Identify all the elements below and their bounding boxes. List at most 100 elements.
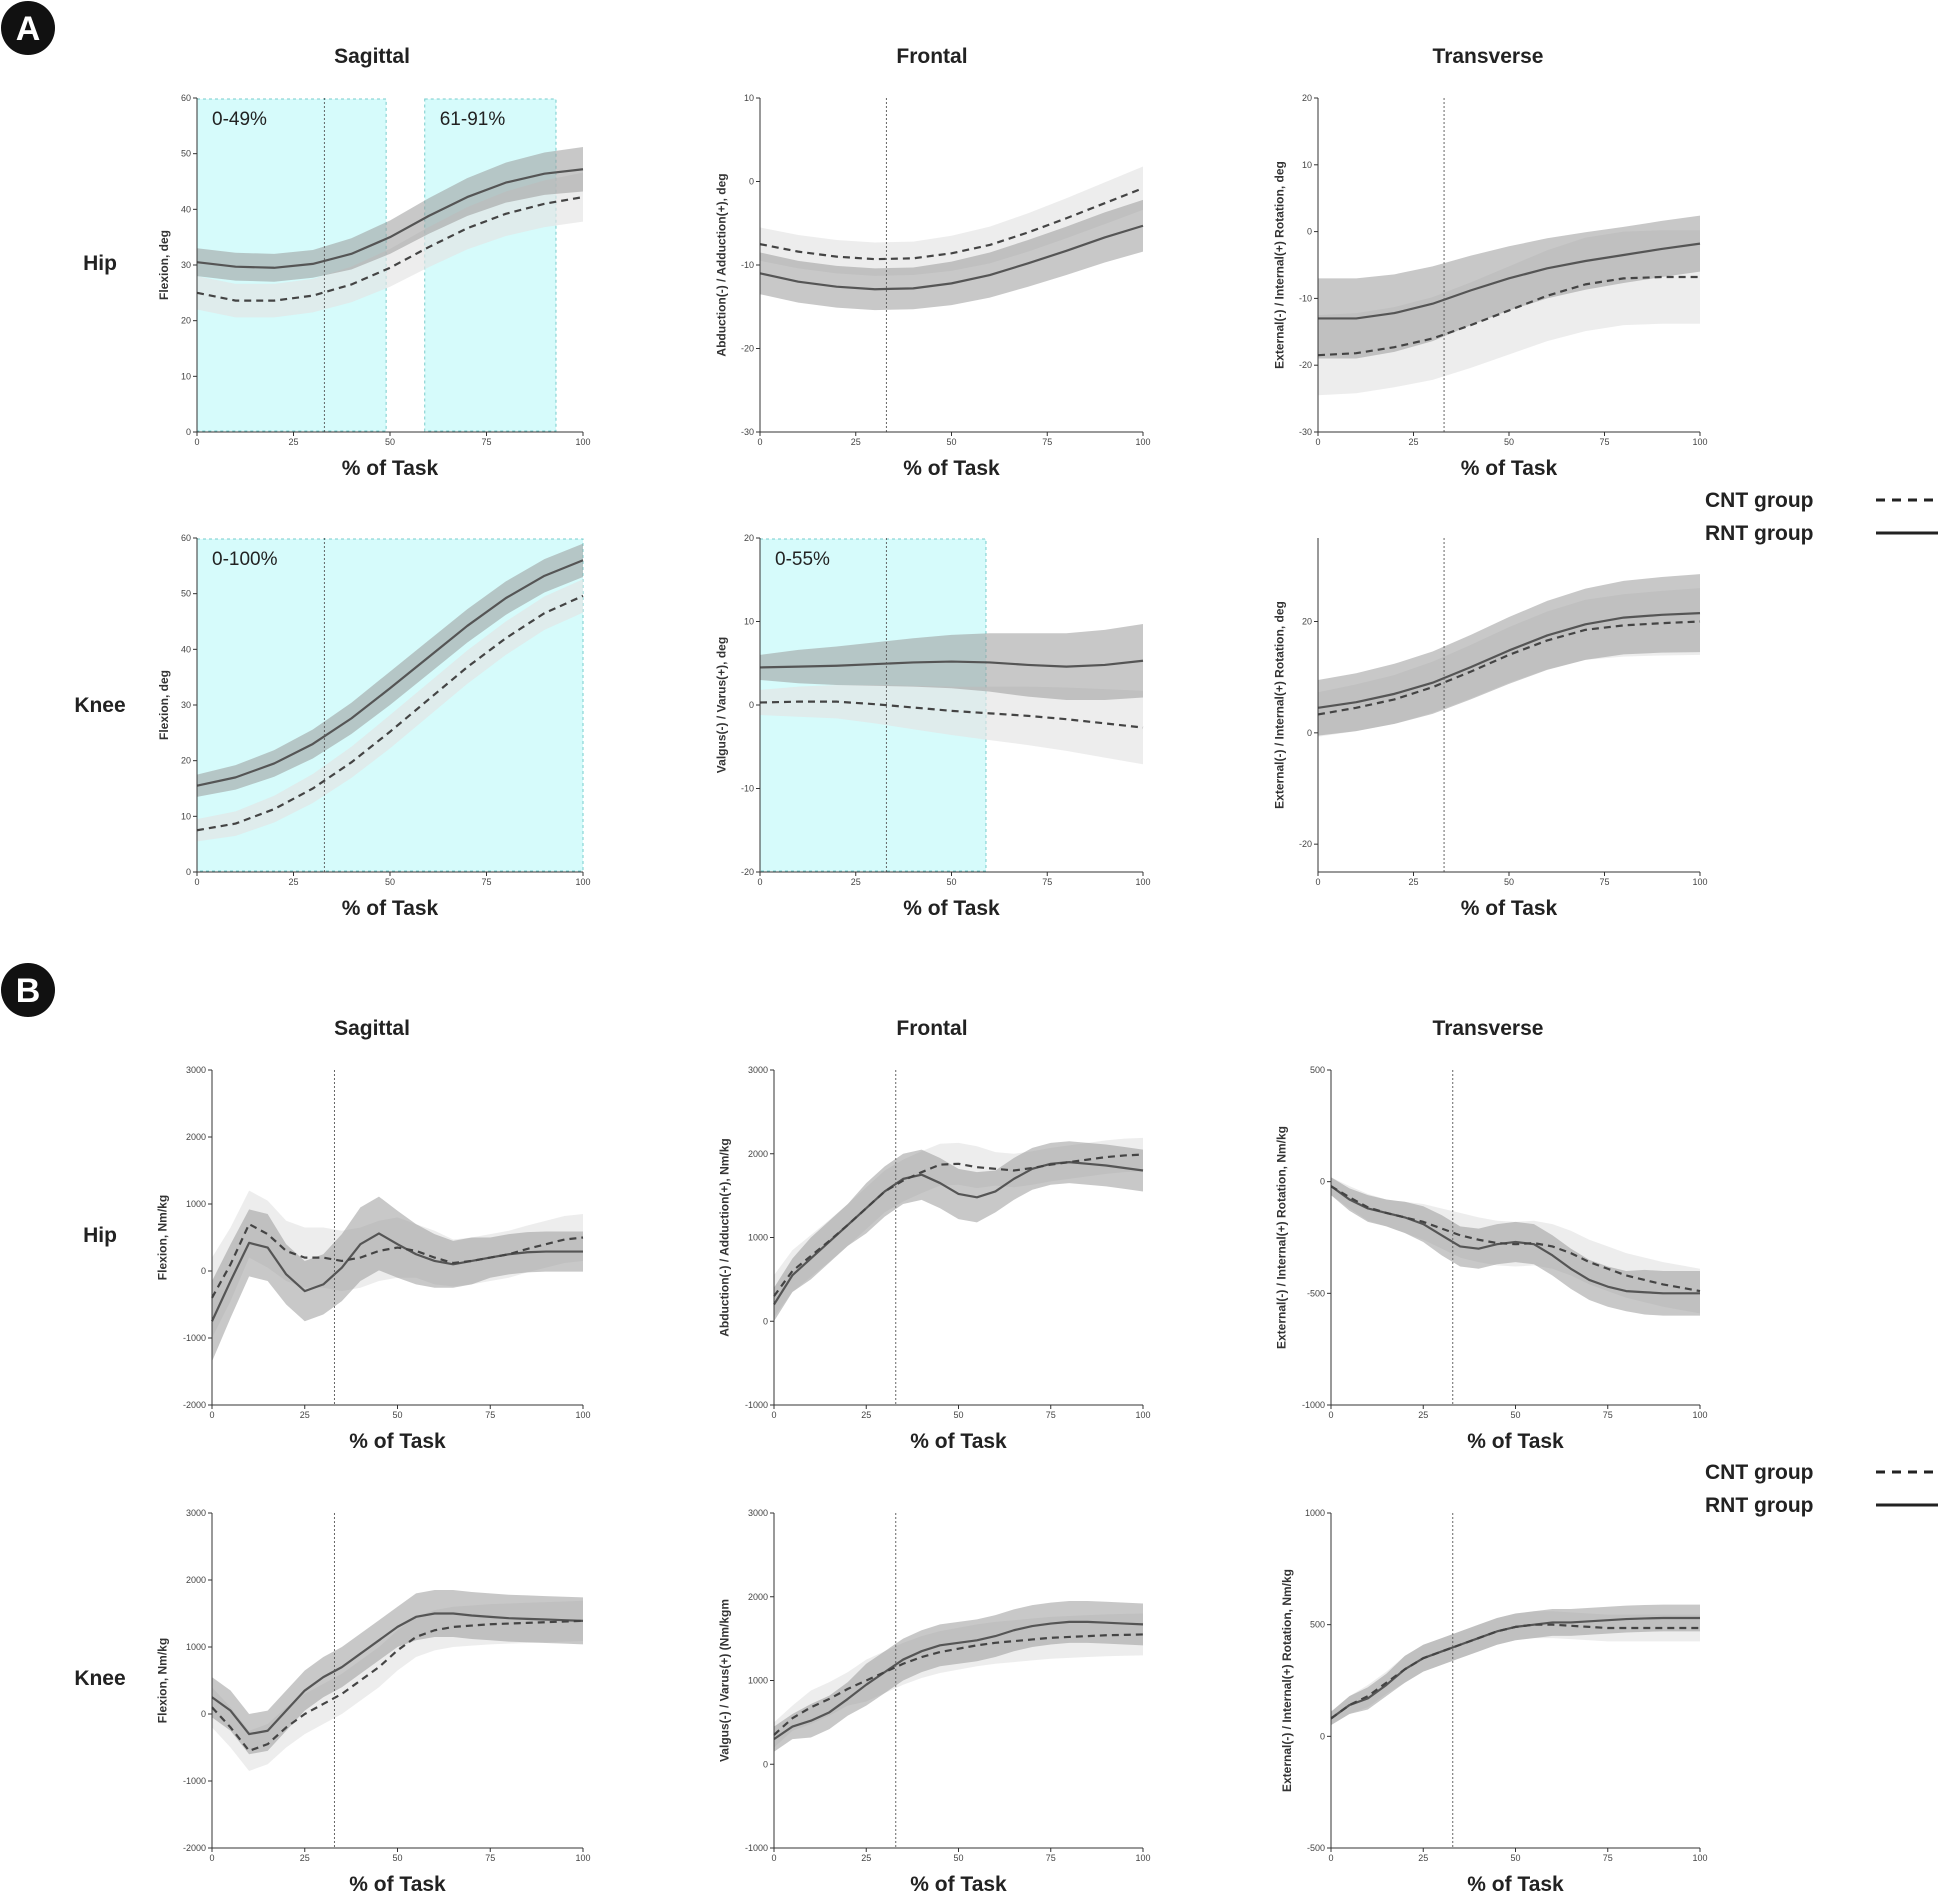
panel-b-hip-sagittal-x-axis-label: % of Task bbox=[349, 1430, 446, 1453]
panel-b-knee-sagittal-y-tick-label: 0 bbox=[201, 1709, 206, 1719]
panel-b-knee-sagittal-y-tick-label: -2000 bbox=[183, 1843, 206, 1853]
panel-a-knee-sagittal-y-tick-label: 60 bbox=[181, 533, 191, 543]
panel-a-knee-transverse-x-axis-label: % of Task bbox=[1461, 897, 1558, 920]
panel-b-hip-frontal-x-tick-label: 50 bbox=[953, 1410, 963, 1420]
panel-a-hip-transverse-x-tick-label: 0 bbox=[1315, 437, 1320, 447]
legend-b: CNT group RNT group bbox=[1705, 1461, 1938, 1517]
panel-a-hip-sagittal-y-tick-label: 10 bbox=[181, 371, 191, 381]
panel-b-hip-sagittal-y-axis-label: Flexion, Nm/kg bbox=[156, 1195, 170, 1280]
panel-a-hip-sagittal-rnt-line bbox=[196, 168, 584, 269]
panel-b-col-title-sagittal: Sagittal bbox=[334, 1017, 410, 1040]
legend-a-cnt-label: CNT group bbox=[1705, 489, 1813, 512]
panel-a-col-title-frontal: Frontal bbox=[896, 45, 967, 68]
panel-a-hip-frontal-plot: 0 25 50 75 100 -30 -20 -10 0 10 % of Task Abduction… bbox=[715, 93, 1151, 480]
panel-b-hip-sagittal-y-tick-label: 1000 bbox=[186, 1199, 206, 1209]
panel-b-knee-sagittal-y-tick-label: 3000 bbox=[186, 1508, 206, 1518]
panel-a-knee-frontal-y-tick-label: -10 bbox=[741, 784, 754, 794]
panel-b-hip-transverse-y-tick-label: 0 bbox=[1320, 1177, 1325, 1187]
panel-a-row-label-knee: Knee bbox=[74, 694, 125, 717]
panel-b-knee-transverse-y-tick-label: 500 bbox=[1310, 1620, 1325, 1630]
panel-b-knee-frontal-x-tick-label: 100 bbox=[1135, 1853, 1150, 1863]
panel-b-hip-transverse-rnt-sd-band bbox=[1331, 1177, 1700, 1316]
panel-a-knee-sagittal-cnt-sd-band bbox=[197, 579, 583, 842]
panel-a-hip-sagittal-y-tick-label: 0 bbox=[186, 427, 191, 437]
panel-a-hip-sagittal-y-tick-label: 50 bbox=[181, 149, 191, 159]
panel-a-hip-sagittal-significant-region bbox=[424, 98, 557, 432]
panel-a-hip-frontal-x-axis-label: % of Task bbox=[903, 457, 1000, 480]
panel-a-knee-sagittal-rnt-sd-band bbox=[197, 543, 583, 797]
panel-a-row-label-hip: Hip bbox=[83, 252, 117, 275]
panel-b-knee-frontal-rnt-line bbox=[773, 1620, 1144, 1741]
panel-a-knee-sagittal-y-tick-label: 20 bbox=[181, 756, 191, 766]
panel-a-hip-sagittal-y-axis-label: Flexion, deg bbox=[157, 230, 171, 300]
panel-a-hip-transverse-y-tick-label: -10 bbox=[1299, 293, 1312, 303]
panel-a-knee-transverse-y-tick-label: 20 bbox=[1302, 617, 1312, 627]
panel-a-knee-frontal-y-tick-label: 10 bbox=[744, 617, 754, 627]
panel-a-hip-transverse-x-tick-label: 75 bbox=[1599, 437, 1609, 447]
panel-b-knee-sagittal-rnt-sd-band bbox=[212, 1590, 583, 1755]
panel-a-knee-frontal-x-tick-label: 0 bbox=[757, 877, 762, 887]
panel-a-hip-transverse-y-tick-label: -30 bbox=[1299, 427, 1312, 437]
panel-a-hip-sagittal-y-tick-label: 60 bbox=[181, 93, 191, 103]
panel-b-knee-frontal-x-tick-label: 0 bbox=[771, 1853, 776, 1863]
panel-a-knee-sagittal-x-axis-label: % of Task bbox=[342, 897, 439, 920]
panel-a-knee-frontal-rnt-line bbox=[759, 659, 1144, 669]
panel-a-hip-frontal-cnt-line bbox=[759, 187, 1144, 261]
panel-b-knee-frontal-y-tick-label: 1000 bbox=[748, 1676, 768, 1686]
panel-b-hip-sagittal-rnt-sd-band bbox=[212, 1196, 583, 1362]
panel-b-row-label-hip: Hip bbox=[83, 1224, 117, 1247]
panel-a-hip-frontal-y-tick-label: 0 bbox=[749, 177, 754, 187]
panel-a-knee-frontal-x-axis-label: % of Task bbox=[903, 897, 1000, 920]
panel-b-knee-sagittal-y-axis-label: Flexion, Nm/kg bbox=[156, 1638, 170, 1723]
panel-b-knee-frontal-y-tick-label: 2000 bbox=[748, 1592, 768, 1602]
panel-a-knee-sagittal-x-tick-label: 100 bbox=[575, 877, 590, 887]
panel-a-hip-frontal-x-tick-label: 25 bbox=[851, 437, 861, 447]
panel-a-knee-transverse-y-axis-label: External(-) / Internal(+) Rotation, deg bbox=[1273, 601, 1287, 809]
panel-a-knee-sagittal-cnt-line bbox=[196, 594, 584, 832]
panel-b-knee-sagittal-x-tick-label: 50 bbox=[392, 1853, 402, 1863]
legend-b-rnt-label: RNT group bbox=[1705, 1494, 1813, 1517]
panel-a-knee-transverse-x-tick-label: 25 bbox=[1408, 877, 1418, 887]
panel-a-knee-transverse-rnt-sd-band bbox=[1318, 574, 1700, 736]
panel-a-hip-transverse-y-tick-label: 0 bbox=[1307, 227, 1312, 237]
panel-b-knee-transverse-x-tick-label: 100 bbox=[1692, 1853, 1707, 1863]
panel-b-knee-transverse-rnt-sd-band bbox=[1331, 1604, 1700, 1726]
panel-b-hip-transverse-x-axis-label: % of Task bbox=[1467, 1430, 1564, 1453]
panel-b-hip-frontal-y-tick-label: -1000 bbox=[745, 1400, 768, 1410]
panel-a-hip-sagittal-x-tick-label: 100 bbox=[575, 437, 590, 447]
panel-a-hip-transverse-x-tick-label: 100 bbox=[1692, 437, 1707, 447]
panel-b-knee-sagittal-x-axis-label: % of Task bbox=[349, 1873, 446, 1896]
panel-a-knee-frontal-cnt-line bbox=[759, 700, 1144, 729]
panel-a-hip-transverse-y-tick-label: -20 bbox=[1299, 360, 1312, 370]
panel-a-hip-frontal-rnt-sd-band bbox=[760, 199, 1143, 311]
panel-b-hip-sagittal-y-tick-label: -2000 bbox=[183, 1400, 206, 1410]
panel-b-knee-transverse-y-tick-label: -500 bbox=[1307, 1843, 1325, 1853]
panel-b-knee-frontal-cnt-line bbox=[773, 1633, 1144, 1736]
panel-a-badge: A bbox=[1, 1, 55, 55]
panel-b-hip-sagittal-rnt-line bbox=[211, 1232, 583, 1322]
panel-a-hip-frontal-y-tick-label: -30 bbox=[741, 427, 754, 437]
panel-b-knee-transverse-x-tick-label: 0 bbox=[1328, 1853, 1333, 1863]
panel-a-knee-frontal-x-tick-label: 75 bbox=[1042, 877, 1052, 887]
panel-b-hip-sagittal-x-tick-label: 25 bbox=[300, 1410, 310, 1420]
panel-b-hip-sagittal-y-tick-label: 2000 bbox=[186, 1132, 206, 1142]
panel-b-knee-frontal-x-axis-label: % of Task bbox=[910, 1873, 1007, 1896]
panel-b-hip-frontal-x-tick-label: 100 bbox=[1135, 1410, 1150, 1420]
panel-a-col-title-sagittal: Sagittal bbox=[334, 45, 410, 68]
panel-b-knee-frontal-y-tick-label: 3000 bbox=[748, 1508, 768, 1518]
panel-b-hip-frontal-y-axis-label: Abduction(-) / Adduction(+), Nm/kg bbox=[718, 1138, 732, 1337]
panel-a-knee-frontal-y-axis-label: Valgus(-) / Varus(+), deg bbox=[715, 637, 729, 773]
panel-a-knee-frontal-y-tick-label: -20 bbox=[741, 867, 754, 877]
panel-a-knee-sagittal-y-tick-label: 40 bbox=[181, 644, 191, 654]
panel-a-knee-transverse-rnt-line bbox=[1317, 612, 1701, 709]
panel-a-knee-frontal-cnt-sd-band bbox=[760, 684, 1143, 765]
panel-b-label: B bbox=[16, 972, 41, 1010]
panel-b-badge: B bbox=[1, 963, 55, 1017]
panel-a-hip-sagittal-y-tick-label: 40 bbox=[181, 204, 191, 214]
panel-a-knee-frontal-y-tick-label: 0 bbox=[749, 700, 754, 710]
panel-a-knee-sagittal-y-tick-label: 0 bbox=[186, 867, 191, 877]
